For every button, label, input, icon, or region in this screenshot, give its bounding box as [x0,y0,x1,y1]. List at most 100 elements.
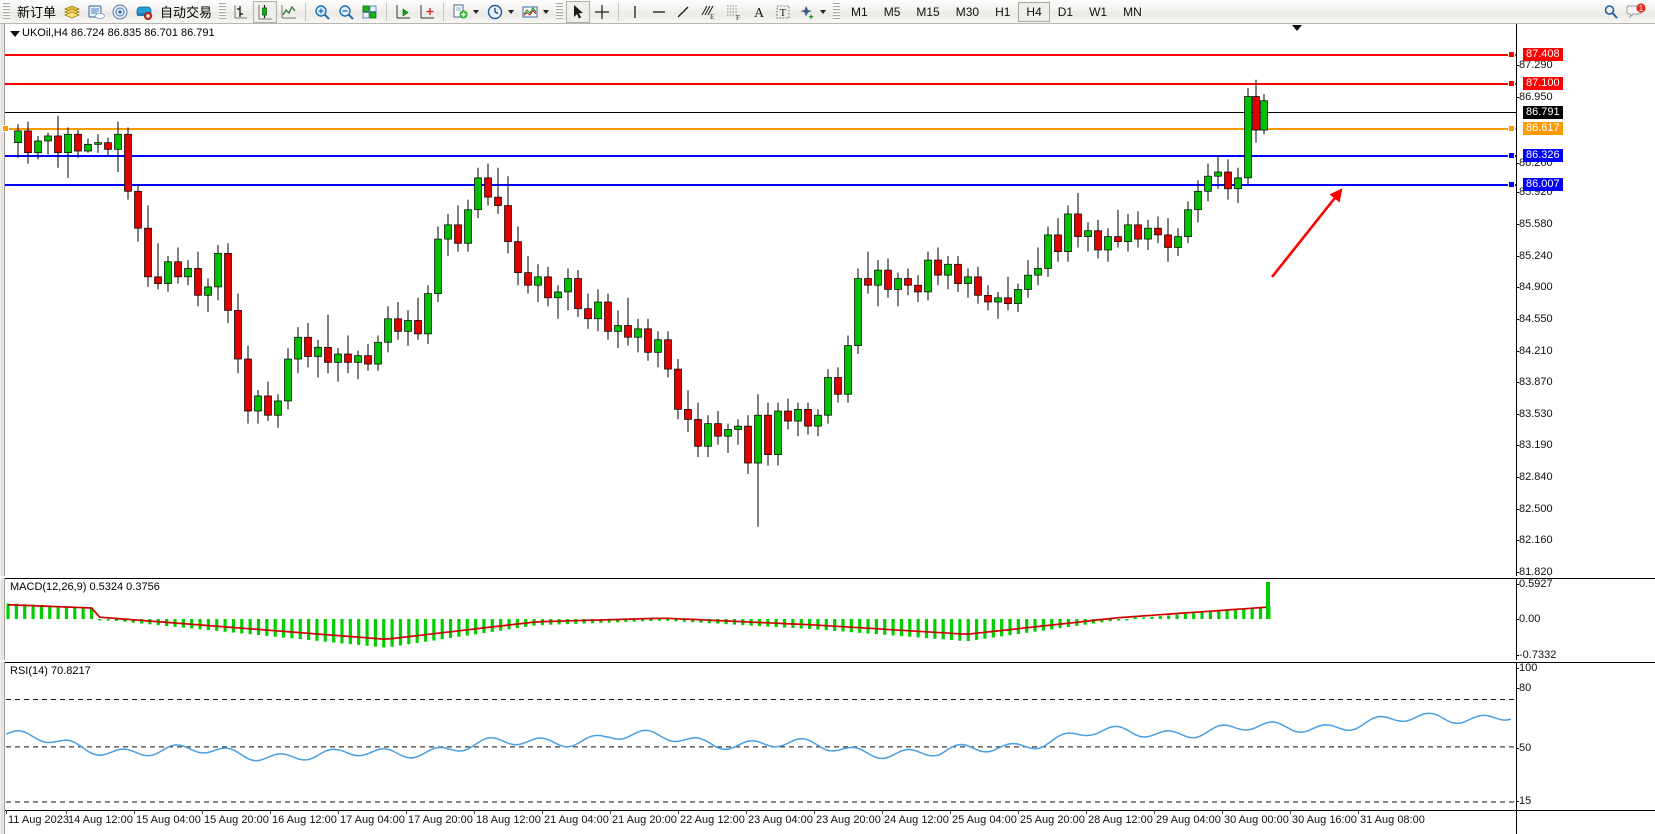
time-tick-mark [1086,810,1087,814]
macd-pane[interactable]: MACD(12,26,9) 0.5324 0.3756 0.5927 0.00 … [0,578,1655,661]
chart-area[interactable]: UKOil,H4 86.724 86.835 86.701 86.791 87.… [0,24,1655,834]
svg-text:T: T [780,7,787,19]
periods-icon[interactable] [483,1,507,23]
time-tick-mark [950,810,951,814]
autotrading-icon[interactable] [132,1,156,23]
time-tick-mark [6,810,7,814]
time-tick-mark [542,810,543,814]
pivot-line[interactable] [5,128,1516,130]
time-tick-label: 17 Aug 04:00 [340,814,405,826]
timeframe-m1[interactable]: M1 [851,4,868,19]
new-order-button[interactable]: 新订单 [17,5,57,20]
resistance-line-1-handle[interactable] [1508,80,1515,87]
rsi-pane[interactable]: RSI(14) 70.8217 100 80 50 15 [0,662,1655,810]
support-line-1[interactable] [5,155,1516,157]
tile-windows-icon[interactable] [358,1,382,23]
timeframe-mn[interactable]: MN [1123,4,1142,19]
periods-dropdown-caret[interactable] [508,9,515,14]
current-price-line [5,112,1516,113]
line-chart-icon[interactable] [277,1,301,23]
chart-scroll-marker-icon[interactable] [1292,24,1302,32]
time-tick-label: 15 Aug 04:00 [136,814,201,826]
price-tick: 84.210 [1516,345,1553,357]
toolbar-grip[interactable] [3,2,10,21]
support-line-2[interactable] [5,184,1516,186]
macd-pane-left-rail [0,578,5,660]
time-tick-mark [202,810,203,814]
terminal-icon[interactable] [84,1,108,23]
timeframe-w1[interactable]: W1 [1089,4,1108,19]
zoom-out-icon[interactable] [334,1,358,23]
elliott-wave-icon[interactable]: E [695,1,721,23]
time-tick-label: 17 Aug 20:00 [408,814,473,826]
support-line-2-label: 86.007 [1523,178,1563,191]
support-line-2-handle[interactable] [1508,181,1515,188]
time-axis-right-line [1516,810,1517,834]
autotrading-button[interactable]: 自动交易 [160,5,213,20]
support-line-1-handle[interactable] [1508,152,1515,159]
crosshair-icon[interactable] [590,1,614,23]
notification-icon[interactable]: 1 [1623,1,1649,23]
time-tick-mark [338,810,339,814]
price-tick: 86.260 [1516,157,1553,169]
price-tick: 83.190 [1516,439,1553,451]
search-icon[interactable] [1599,1,1623,23]
objects-dropdown-caret[interactable] [820,9,827,14]
shift-end-icon[interactable] [391,1,415,23]
indicators-icon[interactable] [448,1,472,23]
rsi-tick: 100 [1515,662,1538,674]
horizontal-line-icon[interactable] [647,1,671,23]
vertical-line-icon[interactable] [623,1,647,23]
candlestick-chart-icon[interactable] [253,0,278,23]
cursor-icon[interactable] [566,0,591,23]
data-folder-icon[interactable] [60,1,84,23]
navigator-icon[interactable] [108,1,132,23]
time-tick-label: 25 Aug 04:00 [952,814,1017,826]
time-tick-mark [134,810,135,814]
timeframe-m5[interactable]: M5 [883,4,901,19]
timeframe-h1[interactable]: H1 [995,4,1011,19]
time-tick-label: 29 Aug 04:00 [1156,814,1221,826]
toolbar-grip-3[interactable] [556,2,564,21]
main-toolbar: 新订单 自动交易 [0,0,1655,24]
timeframe-h4[interactable]: H4 [1018,1,1050,22]
bar-chart-icon[interactable] [229,1,253,23]
time-tick-label: 31 Aug 08:00 [1360,814,1425,826]
toolbar-grip-4[interactable] [833,2,841,21]
objects-icon[interactable] [795,1,819,23]
pivot-line-handle-left[interactable] [2,125,9,132]
resistance-line-1[interactable] [5,83,1516,85]
svg-text:F: F [736,14,740,21]
macd-indicator-label: MACD(12,26,9) 0.5324 0.3756 [10,581,160,593]
timeframe-m30[interactable]: M30 [955,4,980,19]
chart-collapse-icon[interactable] [10,30,20,38]
templates-dropdown-caret[interactable] [543,9,550,14]
chart-header-label: UKOil,H4 86.724 86.835 86.701 86.791 [22,27,215,39]
price-tick: 82.160 [1516,534,1553,546]
resistance-line-2[interactable] [5,54,1516,56]
time-tick-label: 28 Aug 12:00 [1088,814,1153,826]
price-tick: 84.900 [1516,281,1553,293]
time-tick-mark [270,810,271,814]
toolbar-separator-3 [443,2,445,21]
price-pane[interactable]: UKOil,H4 86.724 86.835 86.701 86.791 87.… [0,24,1655,578]
price-tick: 84.550 [1516,313,1553,325]
trendline-icon[interactable] [671,1,695,23]
time-tick-label: 25 Aug 20:00 [1020,814,1085,826]
resistance-line-2-handle[interactable] [1508,51,1515,58]
time-tick-label: 14 Aug 12:00 [68,814,133,826]
indicators-dropdown-caret[interactable] [473,9,480,14]
zoom-in-icon[interactable] [310,1,334,23]
toolbar-grip-2[interactable] [219,2,227,21]
text-label-icon[interactable]: T [771,1,795,23]
price-pane-left-rail [0,24,5,576]
text-icon[interactable]: A [747,1,771,23]
pivot-line-handle[interactable] [1508,125,1515,132]
fibonacci-icon[interactable]: F [721,1,747,23]
auto-scroll-icon[interactable] [415,1,439,23]
templates-icon[interactable] [518,1,542,23]
candlestick-series [14,79,1268,527]
timeframe-m15[interactable]: M15 [916,4,940,19]
timeframe-d1[interactable]: D1 [1057,4,1074,19]
rsi-axis-line [1516,662,1517,810]
